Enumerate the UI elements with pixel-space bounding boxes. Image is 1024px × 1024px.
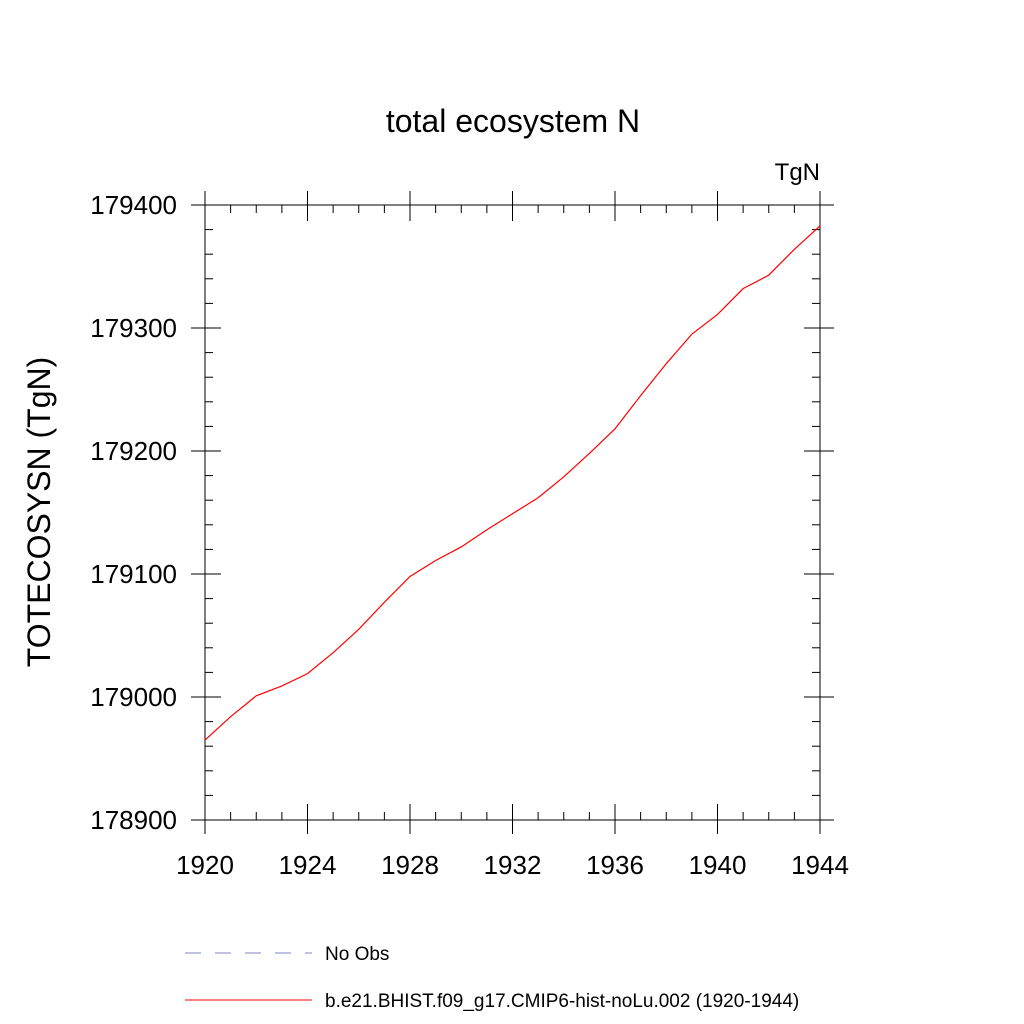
y-tick-label: 179000 <box>90 682 177 712</box>
x-tick-label: 1928 <box>381 850 439 880</box>
x-tick-label: 1940 <box>689 850 747 880</box>
axes: 1920 1924 1928 1932 1936 1940 1944 178900 179000… <box>90 190 849 880</box>
x-tick-label: 1932 <box>484 850 542 880</box>
y-axis-label: TOTECOSYSN (TgN) <box>21 357 57 668</box>
legend-label-1: b.e21.BHIST.f09_g17.CMIP6-hist-noLu.002 … <box>325 991 799 1012</box>
legend: No Obs b.e21.BHIST.f09_g17.CMIP6-hist-noL… <box>185 944 799 1012</box>
y-tick-label: 179200 <box>90 436 177 466</box>
y-tick-label: 179100 <box>90 559 177 589</box>
chart-title: total ecosystem N <box>386 103 640 139</box>
y-tick-label: 179300 <box>90 313 177 343</box>
series-layer <box>204 225 821 741</box>
x-tick-label: 1936 <box>586 850 644 880</box>
x-tick-label: 1924 <box>279 850 337 880</box>
legend-label-0: No Obs <box>325 944 389 965</box>
series-line-1 <box>204 225 821 741</box>
x-tick-label: 1944 <box>791 850 849 880</box>
y-tick-label: 179400 <box>90 190 177 220</box>
units-label: TgN <box>775 159 820 186</box>
plot-frame <box>204 204 821 821</box>
x-tick-label: 1920 <box>176 850 234 880</box>
y-tick-label: 178900 <box>90 805 177 835</box>
